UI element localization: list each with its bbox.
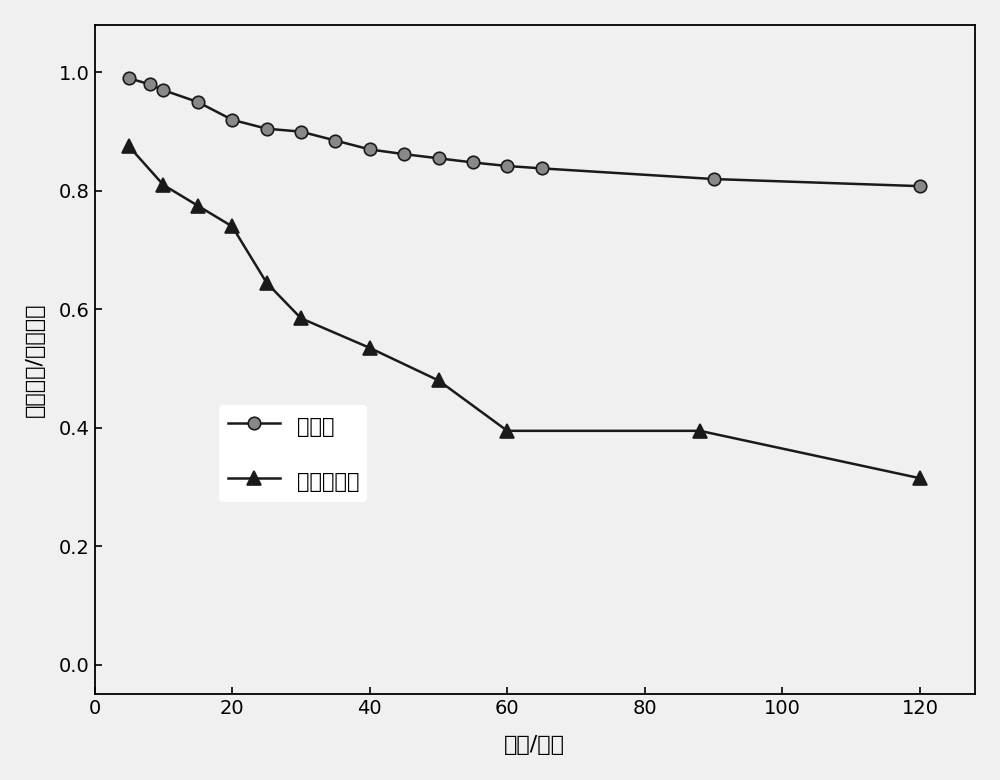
Line: 本发明材料: 本发明材料: [122, 140, 927, 485]
本发明材料: [501, 426, 513, 435]
活性炭: [295, 127, 307, 136]
本发明材料: [694, 426, 706, 435]
本发明材料: [261, 278, 273, 287]
活性炭: [144, 80, 156, 89]
活性炭: [157, 86, 169, 95]
活性炭: [364, 145, 376, 154]
X-axis label: 时间/分钟: 时间/分钟: [504, 735, 565, 755]
Y-axis label: 实时浓度/起始浓度: 实时浓度/起始浓度: [25, 303, 45, 417]
活性炭: [433, 154, 445, 163]
本发明材料: [364, 343, 376, 353]
活性炭: [467, 158, 479, 167]
本发明材料: [433, 376, 445, 385]
活性炭: [398, 150, 410, 159]
活性炭: [226, 115, 238, 125]
本发明材料: [192, 201, 204, 211]
活性炭: [123, 73, 135, 83]
Line: 活性炭: 活性炭: [123, 72, 926, 193]
活性炭: [501, 161, 513, 171]
活性炭: [261, 124, 273, 133]
Legend: 活性炭, 本发明材料: 活性炭, 本发明材料: [219, 405, 367, 502]
本发明材料: [914, 473, 926, 483]
活性炭: [192, 98, 204, 107]
本发明材料: [295, 314, 307, 323]
本发明材料: [226, 222, 238, 231]
本发明材料: [123, 142, 135, 151]
本发明材料: [157, 180, 169, 190]
活性炭: [914, 182, 926, 191]
活性炭: [329, 136, 341, 145]
活性炭: [536, 164, 548, 173]
活性炭: [708, 175, 720, 184]
